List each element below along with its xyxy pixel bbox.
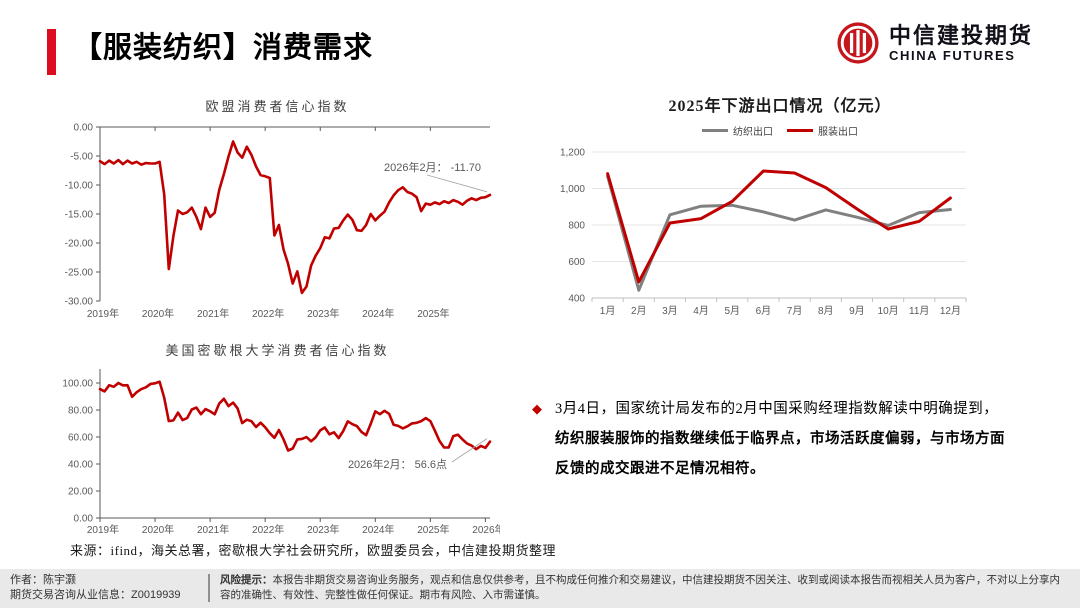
x-tick-label: 2023年	[307, 523, 339, 536]
company-logo: 中信建投期货 CHINA FUTURES	[836, 21, 1033, 65]
commentary-text: 3月4日，国家统计局发布的2月中国采购经理指数解读中明确提到， 纺织服装服饰的指数…	[555, 394, 1017, 484]
textile-line-swatch	[702, 129, 728, 132]
y-tick-label: -5.00	[70, 152, 93, 163]
x-tick-label: 11月	[909, 305, 929, 317]
x-tick-label: 2019年	[87, 307, 119, 320]
x-tick-label: 2025年	[417, 307, 449, 320]
x-tick-label: 9月	[849, 305, 865, 317]
x-tick-label: 2021年	[197, 523, 229, 536]
series-line-纺织出口	[606, 174, 952, 292]
x-tick-label: 2019年	[87, 523, 119, 536]
citic-logo-icon	[837, 22, 879, 64]
annotation-leader	[426, 174, 488, 193]
x-tick-label: 8月	[818, 305, 834, 317]
exports-chart-legend: 纺织出口 服装出口	[560, 123, 1000, 138]
apparel-line-swatch	[787, 129, 813, 132]
y-tick-label: -30.00	[65, 297, 94, 308]
logo-name-cn: 中信建投期货	[889, 22, 1034, 48]
footer-author: 作者：陈宇灏	[10, 574, 76, 586]
bullet-diamond-icon: ◆	[532, 401, 542, 416]
x-tick-label: 7月	[787, 305, 803, 317]
y-tick-label: -20.00	[65, 239, 94, 250]
x-tick-label: 12月	[940, 305, 961, 317]
eu-confidence-chart: 欧盟消费者信心指数 0.00 -5.00 -10.00 -15.00 -20.00 -25…	[55, 96, 500, 323]
michigan-chart-title: 美国密歇根大学消费者信心指数	[165, 343, 390, 358]
y-tick-label: 40.00	[68, 460, 93, 471]
y-tick-label: 800	[568, 221, 585, 232]
series-line-服装出口	[606, 169, 952, 284]
legend-item-textile: 纺织出口	[702, 123, 773, 138]
x-tick-label: 2024年	[362, 523, 394, 536]
risk-label: 风险提示：	[220, 574, 273, 586]
y-tick-label: 80.00	[68, 406, 93, 417]
y-tick-label: 0.00	[74, 123, 94, 134]
annotation-label: 2026年2月： -11.70	[384, 160, 481, 174]
exports-chart-title: 2025年下游出口情况（亿元）	[668, 98, 892, 115]
eu-chart-canvas: 0.00-5.00-10.00-15.00-20.00-25.00-30.002…	[65, 123, 492, 320]
x-tick-label: 2022年	[252, 307, 284, 320]
footer-bar: 作者：陈宇灏 期货交易咨询从业信息：Z0019939 风险提示：本报告非期货交易…	[0, 569, 1080, 608]
series-line-美国密歇根大学消费者信心指数	[98, 380, 492, 452]
exports-chart-canvas: 1,200 1,000 800 600 400 1月 2月 3月 4月 5月 6月 7月 8月 9月 10月…	[560, 148, 967, 317]
x-tick-label: 1月	[600, 305, 616, 317]
x-tick-label: 2月	[631, 305, 647, 317]
risk-text: 本报告非期货交易咨询业务服务，观点和信息仅供参考，且不构成任何推介和交易建议，中…	[220, 574, 1060, 601]
x-tick-label: 5月	[724, 305, 740, 317]
x-tick-label: 3月	[662, 305, 678, 317]
series-line-欧盟消费者信心指数	[98, 140, 492, 295]
x-tick-label: 2023年	[307, 307, 339, 320]
x-tick-label: 2020年	[142, 523, 174, 536]
legend-item-apparel: 服装出口	[787, 123, 858, 138]
y-tick-label: -10.00	[65, 181, 94, 192]
logo-text: 中信建投期货 CHINA FUTURES	[889, 22, 1034, 63]
y-tick-label: 1,000	[560, 184, 585, 195]
title-accent-bar	[47, 29, 56, 75]
annotation-label: 2026年2月： 56.6点	[348, 457, 447, 471]
page-title: 【服装纺织】消费需求	[73, 32, 374, 64]
footer-author-block: 作者：陈宇灏 期货交易咨询从业信息：Z0019939	[10, 573, 181, 603]
y-tick-label: 100.00	[62, 379, 93, 390]
y-tick-label: -25.00	[65, 268, 94, 279]
logo-name-en: CHINA FUTURES	[889, 47, 1016, 63]
legend-label-textile: 纺织出口	[733, 127, 773, 138]
x-tick-label: 2025年	[417, 523, 449, 536]
eu-chart-title: 欧盟消费者信心指数	[205, 99, 350, 114]
footer-license: 期货交易咨询从业信息：Z0019939	[10, 589, 181, 601]
exports-chart: 2025年下游出口情况（亿元） 纺织出口 服装出口 1,200 1,000 800 6…	[560, 92, 1000, 319]
footer-divider	[208, 574, 210, 602]
y-tick-label: 60.00	[68, 433, 93, 444]
x-tick-label: 6月	[756, 305, 772, 317]
y-tick-label: 1,200	[560, 148, 585, 159]
y-tick-label: 20.00	[68, 487, 93, 498]
commentary-lead: 3月4日，国家统计局发布的2月中国采购经理指数解读中明确提到，	[555, 401, 999, 417]
source-note: 来源：ifind，海关总署，密歇根大学社会研究所，欧盟委员会，中信建投期货整理	[70, 543, 557, 558]
y-tick-label: 400	[568, 294, 585, 305]
commentary-emphasis: 纺织服装服饰的指数继续低于临界点，市场活跃度偏弱，与市场方面反馈的成交跟进不足情…	[555, 431, 1005, 477]
x-tick-label: 2021年	[197, 307, 229, 320]
x-tick-label: 2024年	[362, 307, 394, 320]
footer-disclaimer: 风险提示：本报告非期货交易咨询业务服务，观点和信息仅供参考，且不构成任何推介和交…	[220, 573, 1068, 603]
y-tick-label: 600	[568, 257, 585, 268]
x-tick-label: 2020年	[142, 307, 174, 320]
michigan-confidence-chart: 美国密歇根大学消费者信心指数 100.00 80.00 60.00 40.00 20.0…	[55, 340, 500, 541]
x-tick-label: 10月	[878, 305, 899, 317]
y-tick-label: 0.00	[74, 514, 94, 525]
x-tick-label: 4月	[693, 305, 709, 317]
legend-label-apparel: 服装出口	[818, 127, 858, 138]
commentary: ◆ 3月4日，国家统计局发布的2月中国采购经理指数解读中明确提到， 纺织服装服饰的…	[532, 394, 1037, 484]
x-tick-label: 2026年	[472, 523, 500, 536]
y-tick-label: -15.00	[65, 210, 94, 221]
x-tick-label: 2022年	[252, 523, 284, 536]
annotation-leader	[451, 438, 488, 463]
